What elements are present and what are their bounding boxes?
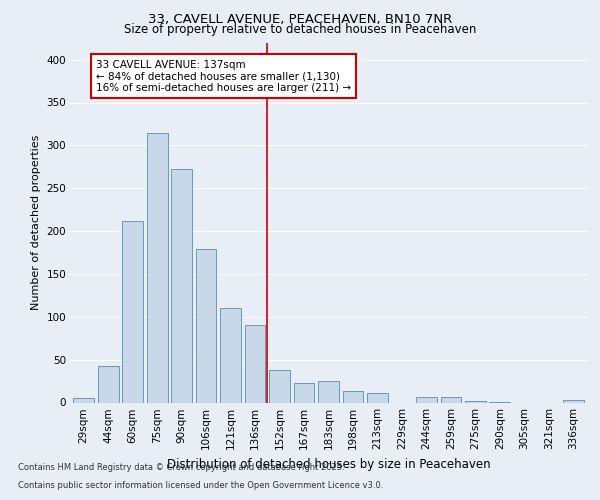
Bar <box>367 393 388 402</box>
Bar <box>416 398 437 402</box>
Bar <box>269 370 290 402</box>
Bar <box>171 170 192 402</box>
X-axis label: Distribution of detached houses by size in Peacehaven: Distribution of detached houses by size … <box>167 458 490 471</box>
Bar <box>98 366 119 403</box>
Bar <box>563 400 584 402</box>
Bar <box>147 132 167 402</box>
Bar <box>318 381 339 402</box>
Bar <box>122 221 143 402</box>
Text: 33, CAVELL AVENUE, PEACEHAVEN, BN10 7NR: 33, CAVELL AVENUE, PEACEHAVEN, BN10 7NR <box>148 12 452 26</box>
Text: 33 CAVELL AVENUE: 137sqm
← 84% of detached houses are smaller (1,130)
16% of sem: 33 CAVELL AVENUE: 137sqm ← 84% of detach… <box>96 60 351 93</box>
Bar <box>343 390 364 402</box>
Bar <box>196 249 217 402</box>
Text: Size of property relative to detached houses in Peacehaven: Size of property relative to detached ho… <box>124 22 476 36</box>
Bar <box>293 383 314 402</box>
Text: Contains public sector information licensed under the Open Government Licence v3: Contains public sector information licen… <box>18 481 383 490</box>
Bar <box>440 396 461 402</box>
Y-axis label: Number of detached properties: Number of detached properties <box>31 135 41 310</box>
Bar <box>220 308 241 402</box>
Bar <box>245 326 265 402</box>
Bar <box>465 401 486 402</box>
Bar <box>73 398 94 402</box>
Text: Contains HM Land Registry data © Crown copyright and database right 2025.: Contains HM Land Registry data © Crown c… <box>18 464 344 472</box>
